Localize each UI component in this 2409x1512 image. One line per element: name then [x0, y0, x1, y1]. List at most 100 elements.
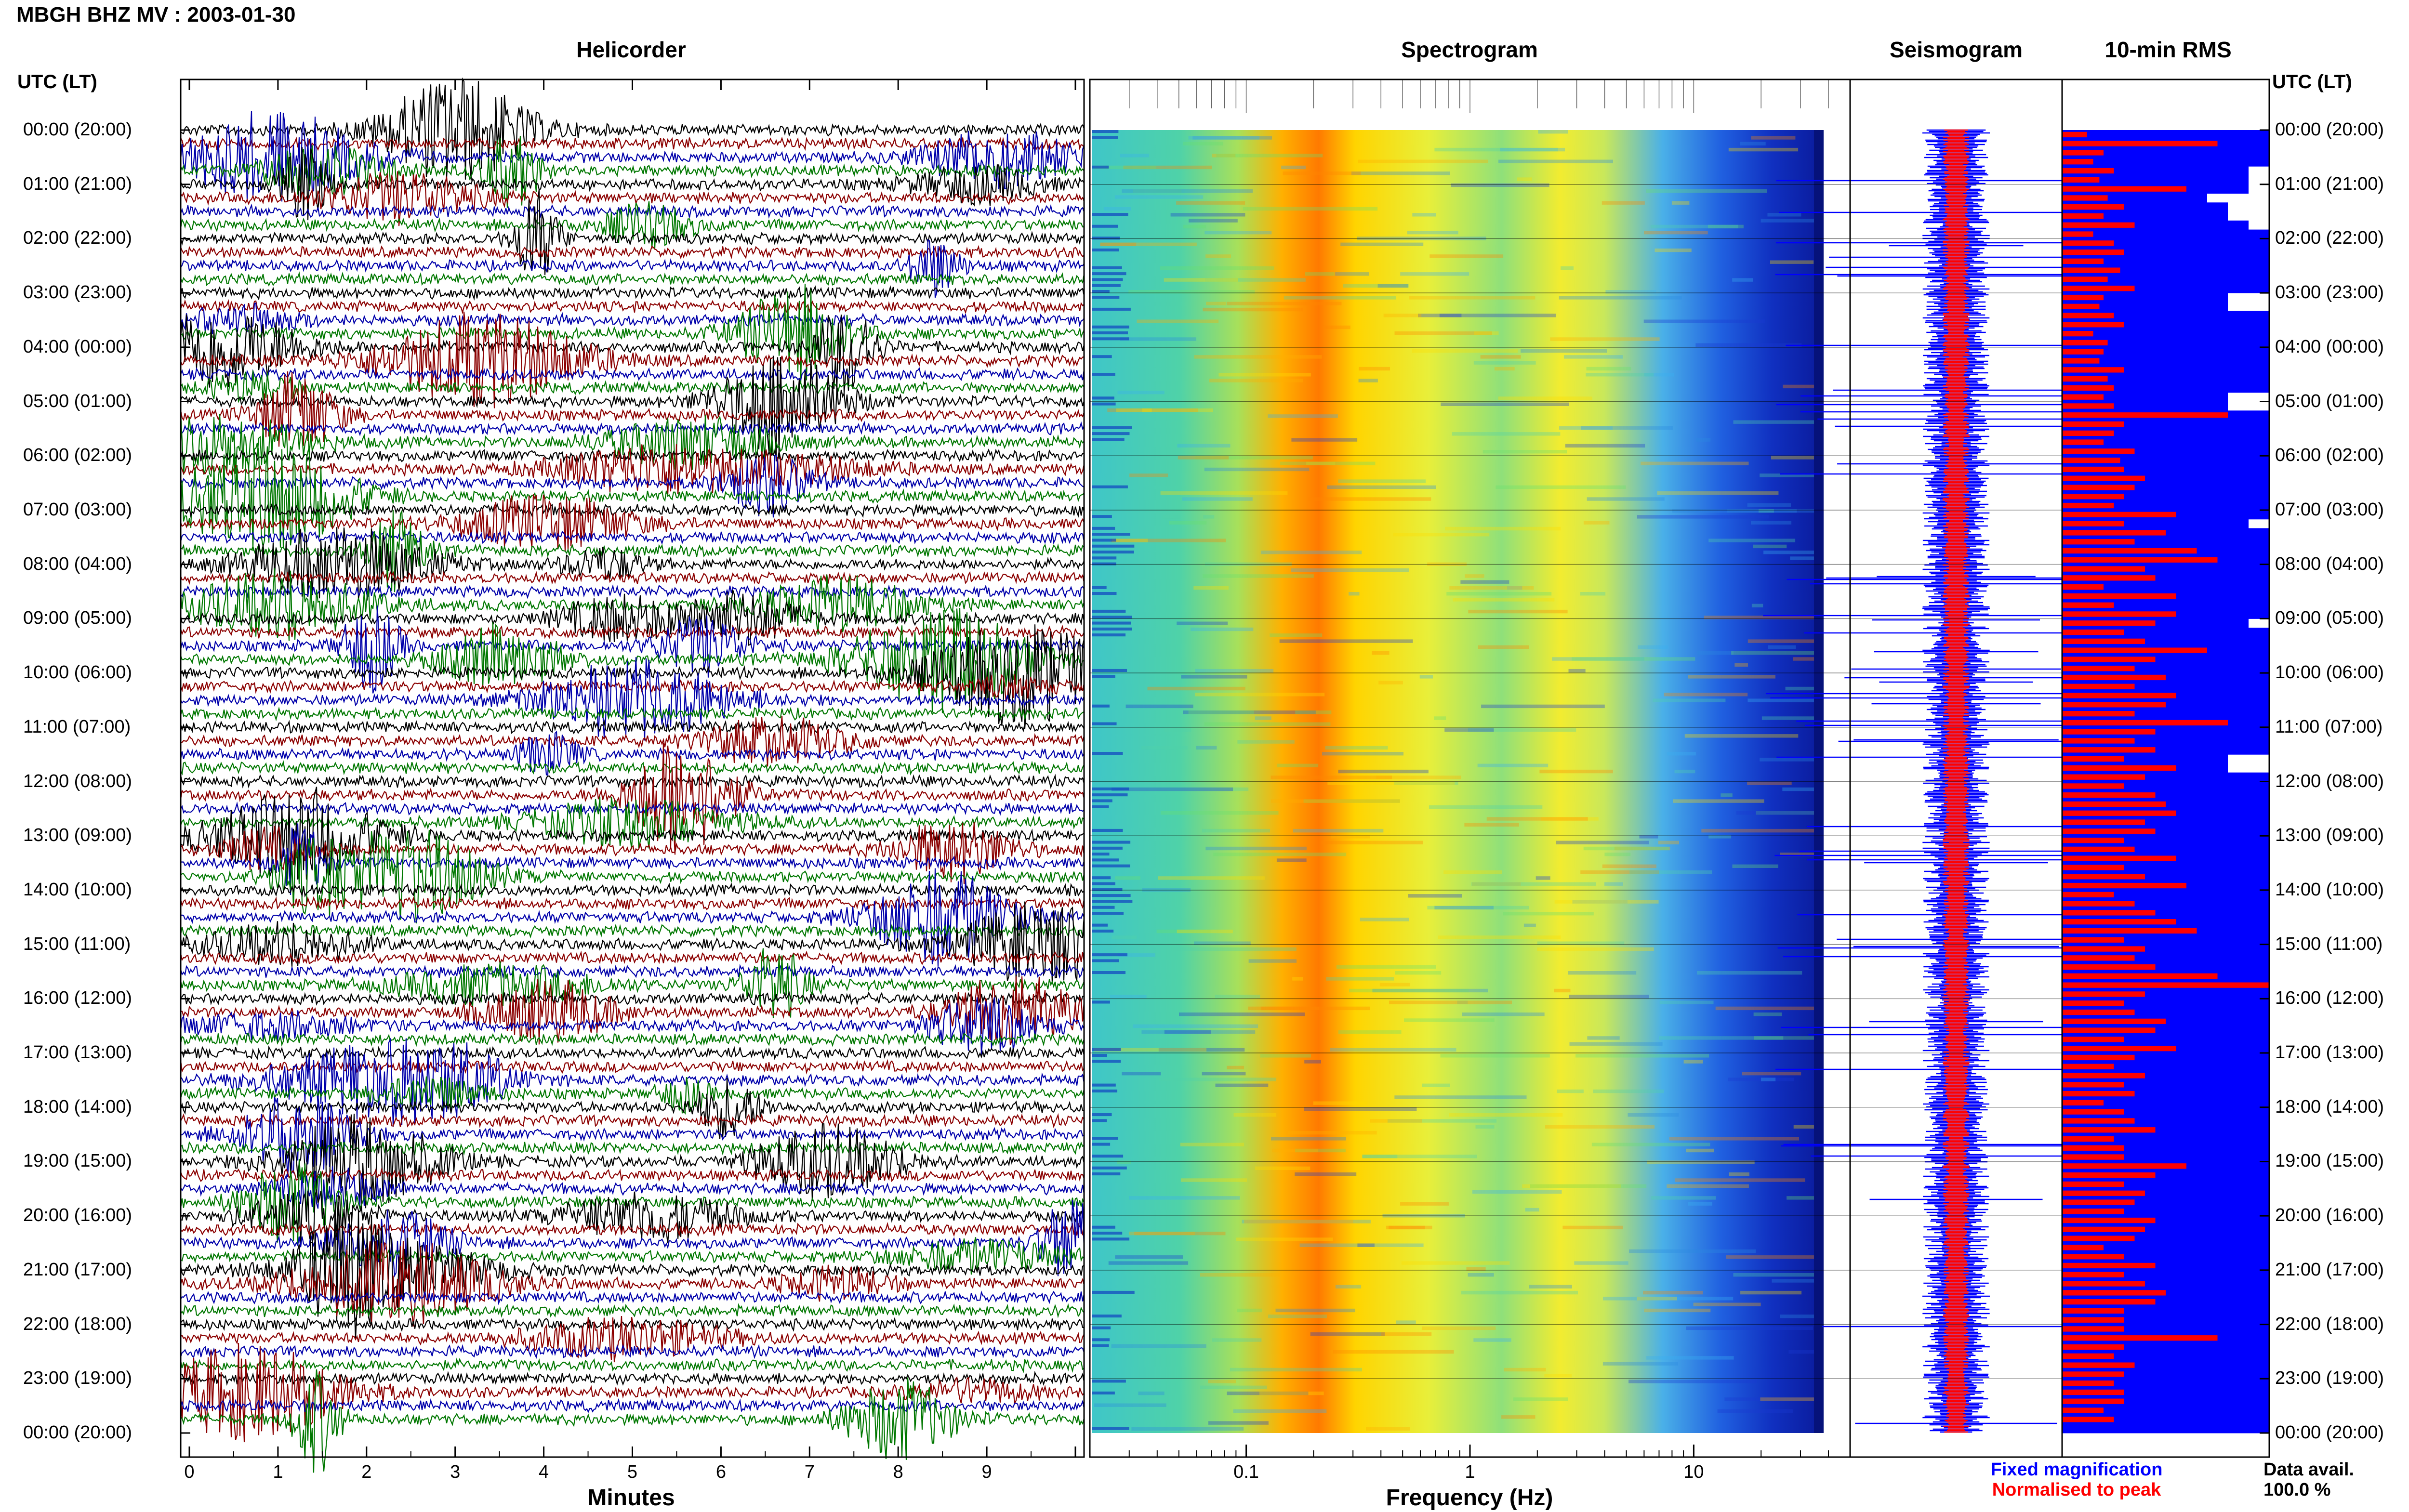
helicorder-x-tick-label: 7 — [804, 1462, 815, 1482]
y-tick-label-right: 23:00 (19:00) — [2275, 1368, 2384, 1389]
rms-fixed-bar — [2062, 157, 2269, 167]
spectrogram-speckle — [1271, 776, 1392, 779]
spectrogram-speckle — [1092, 1113, 1112, 1117]
spectrogram-speckle — [1209, 379, 1303, 382]
spectrogram-speckle — [1129, 1196, 1240, 1200]
rms-normalised-bar — [2062, 1018, 2166, 1024]
spectrogram-speckle — [1092, 325, 1129, 329]
spectrogram-speckle — [1092, 1225, 1115, 1229]
spectrogram-speckle — [1305, 272, 1335, 276]
spectrogram-speckle — [1322, 752, 1403, 756]
spectrogram-speckle — [1092, 627, 1132, 631]
spectrogram-speckle — [1202, 828, 1270, 833]
spectrogram-speckle — [1451, 183, 1549, 187]
spectrogram-speckle — [1715, 1006, 1824, 1011]
spectrogram-speckle — [1164, 1030, 1211, 1034]
rms-fixed-bar — [2062, 329, 2269, 339]
spectrogram-speckle — [1092, 136, 1118, 139]
rms-normalised-bar — [2062, 394, 2104, 400]
spectrogram-speckle — [1638, 645, 1668, 649]
spectrogram-speckle — [1092, 675, 1115, 678]
spectrogram-speckle — [1205, 254, 1231, 258]
spectrogram-speckle — [1732, 278, 1753, 282]
spectrogram-speckle — [1644, 1308, 1711, 1313]
spectrogram-speckle — [1759, 509, 1774, 513]
spectrogram-speckle — [1277, 763, 1319, 767]
spectrogram-speckle — [1205, 278, 1306, 282]
spectrogram-speckle — [1133, 1024, 1258, 1028]
spectrogram-speckle — [1177, 444, 1231, 448]
spectrogram-speckle — [1120, 154, 1150, 158]
spectrogram-speckle — [1667, 1184, 1749, 1188]
spectrogram-speckle — [1295, 710, 1332, 714]
helicorder-x-tick-label: 8 — [893, 1462, 903, 1482]
spectrogram-speckle — [1646, 189, 1767, 193]
legend-normalised: Normalised to peak — [1908, 1480, 2245, 1500]
rms-normalised-bar — [2062, 1009, 2135, 1015]
rms-normalised-bar — [2062, 439, 2104, 445]
rms-normalised-bar — [2062, 747, 2156, 753]
spectrogram-speckle — [1574, 1261, 1628, 1265]
spectrogram-speckle — [1669, 1137, 1799, 1141]
rms-normalised-bar — [2062, 1245, 2104, 1250]
spectrogram-speckle — [1602, 201, 1645, 205]
spectrogram-speckle — [1330, 1048, 1456, 1052]
spectrogram-speckle — [1468, 1273, 1494, 1277]
rms-normalised-bar — [2062, 865, 2124, 870]
helicorder-trace — [180, 421, 1085, 436]
spectrogram-speckle — [1338, 769, 1429, 774]
spectrogram-speckle — [1572, 657, 1695, 661]
rms-normalised-bar — [2062, 928, 2197, 934]
spectrogram-speckle — [1400, 1202, 1449, 1206]
spectrogram-speckle — [1100, 242, 1137, 246]
spectrogram-speckle — [1092, 331, 1128, 335]
spectrogram-speckle — [1147, 686, 1245, 691]
spectrogram-speckle — [1092, 787, 1129, 790]
rms-fixed-bar — [2062, 148, 2269, 158]
time-axis-label-left: UTC (LT) — [17, 71, 97, 92]
spectrogram-speckle — [1327, 781, 1455, 785]
rms-normalised-bar — [2062, 177, 2100, 183]
helicorder-trace — [180, 530, 1085, 545]
spectrogram-speckle — [1111, 1344, 1206, 1348]
rms-normalised-bar — [2062, 711, 2135, 717]
spectrogram-speckle — [1323, 325, 1350, 329]
spectrogram-speckle — [1747, 639, 1824, 643]
spectrogram-speckle — [1092, 526, 1115, 530]
spectrogram-speckle — [1657, 491, 1779, 495]
helicorder-trace — [180, 285, 1085, 301]
spectrogram-speckle — [1196, 746, 1217, 750]
spectrogram-speckle — [1761, 716, 1824, 720]
spectrogram-speckle — [1092, 248, 1119, 251]
spectrogram-speckle — [1279, 639, 1413, 643]
spectrogram-speckle — [1683, 1060, 1703, 1064]
helicorder-x-tick-label: 4 — [539, 1462, 549, 1482]
helicorder-trace — [180, 444, 1085, 495]
y-tick-label-right: 11:00 (07:00) — [2275, 716, 2383, 737]
spectrogram-speckle — [1206, 302, 1226, 305]
spectrogram-speckle — [1351, 171, 1450, 175]
spectrogram-speckle — [1338, 1030, 1402, 1034]
spectrogram-speckle — [1504, 1367, 1546, 1372]
y-tick-label-right: 01:00 (21:00) — [2275, 173, 2384, 194]
spectrogram-speckle — [1464, 823, 1519, 827]
spectrogram-speckle — [1771, 456, 1824, 460]
spectrogram-speckle — [1092, 1083, 1116, 1087]
spectrogram-speckle — [1092, 888, 1123, 891]
rms-normalised-bar — [2062, 674, 2166, 681]
spectrogram-speckle — [1202, 1072, 1246, 1076]
spectrogram-speckle — [1614, 846, 1670, 851]
spectrogram-speckle — [1108, 1261, 1189, 1265]
spectrogram-speckle — [1194, 941, 1251, 945]
spectrogram-speckle — [1092, 337, 1129, 341]
rms-normalised-bar — [2062, 430, 2114, 436]
spectrogram-speckle — [1092, 906, 1115, 909]
spectrogram-speckle — [1394, 1095, 1527, 1099]
legend-normalised-text: Normalised to peak — [1992, 1480, 2161, 1500]
y-tick-label-right: 18:00 (14:00) — [2275, 1096, 2384, 1117]
rms-normalised-bar — [2062, 819, 2145, 825]
spectrogram-speckle — [1218, 373, 1311, 377]
spectrogram-speckle — [1188, 136, 1260, 140]
y-tick-label-right: 12:00 (08:00) — [2275, 771, 2384, 791]
rms-normalised-bar — [2062, 1073, 2145, 1078]
